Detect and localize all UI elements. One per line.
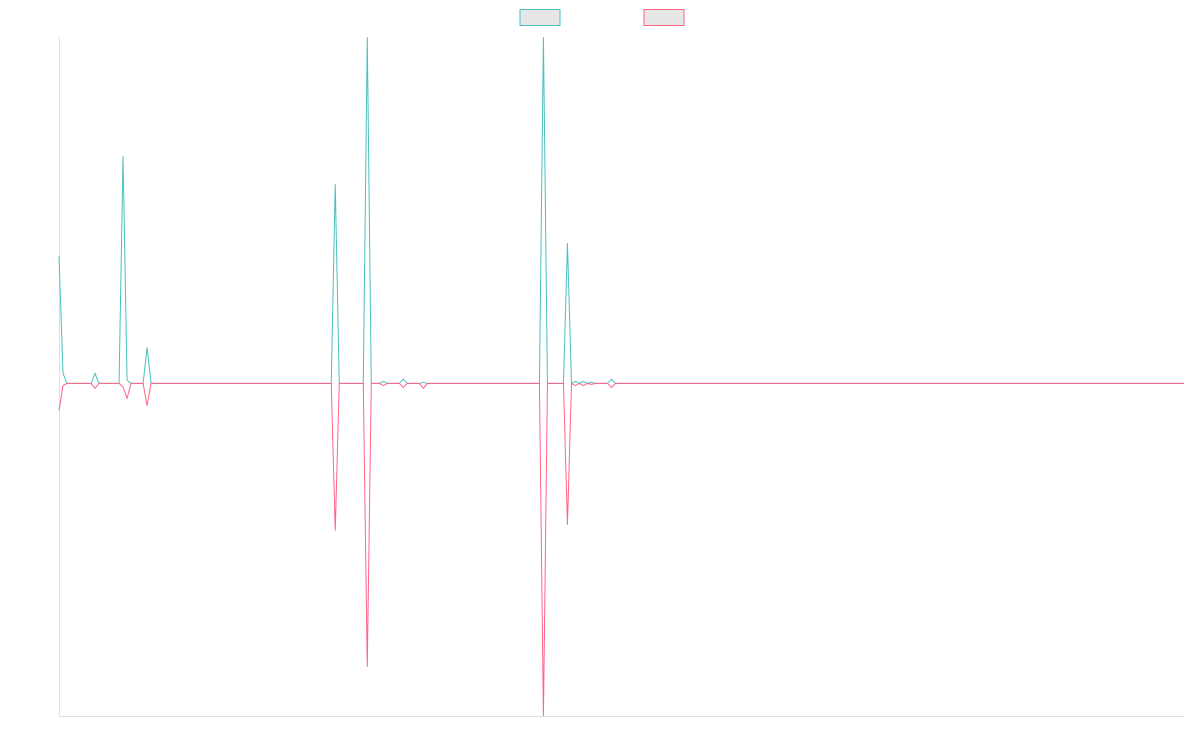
legend-swatch (643, 9, 685, 26)
legend-swatch (519, 9, 561, 26)
series-line (58, 382, 1184, 717)
series-line (58, 36, 1184, 385)
